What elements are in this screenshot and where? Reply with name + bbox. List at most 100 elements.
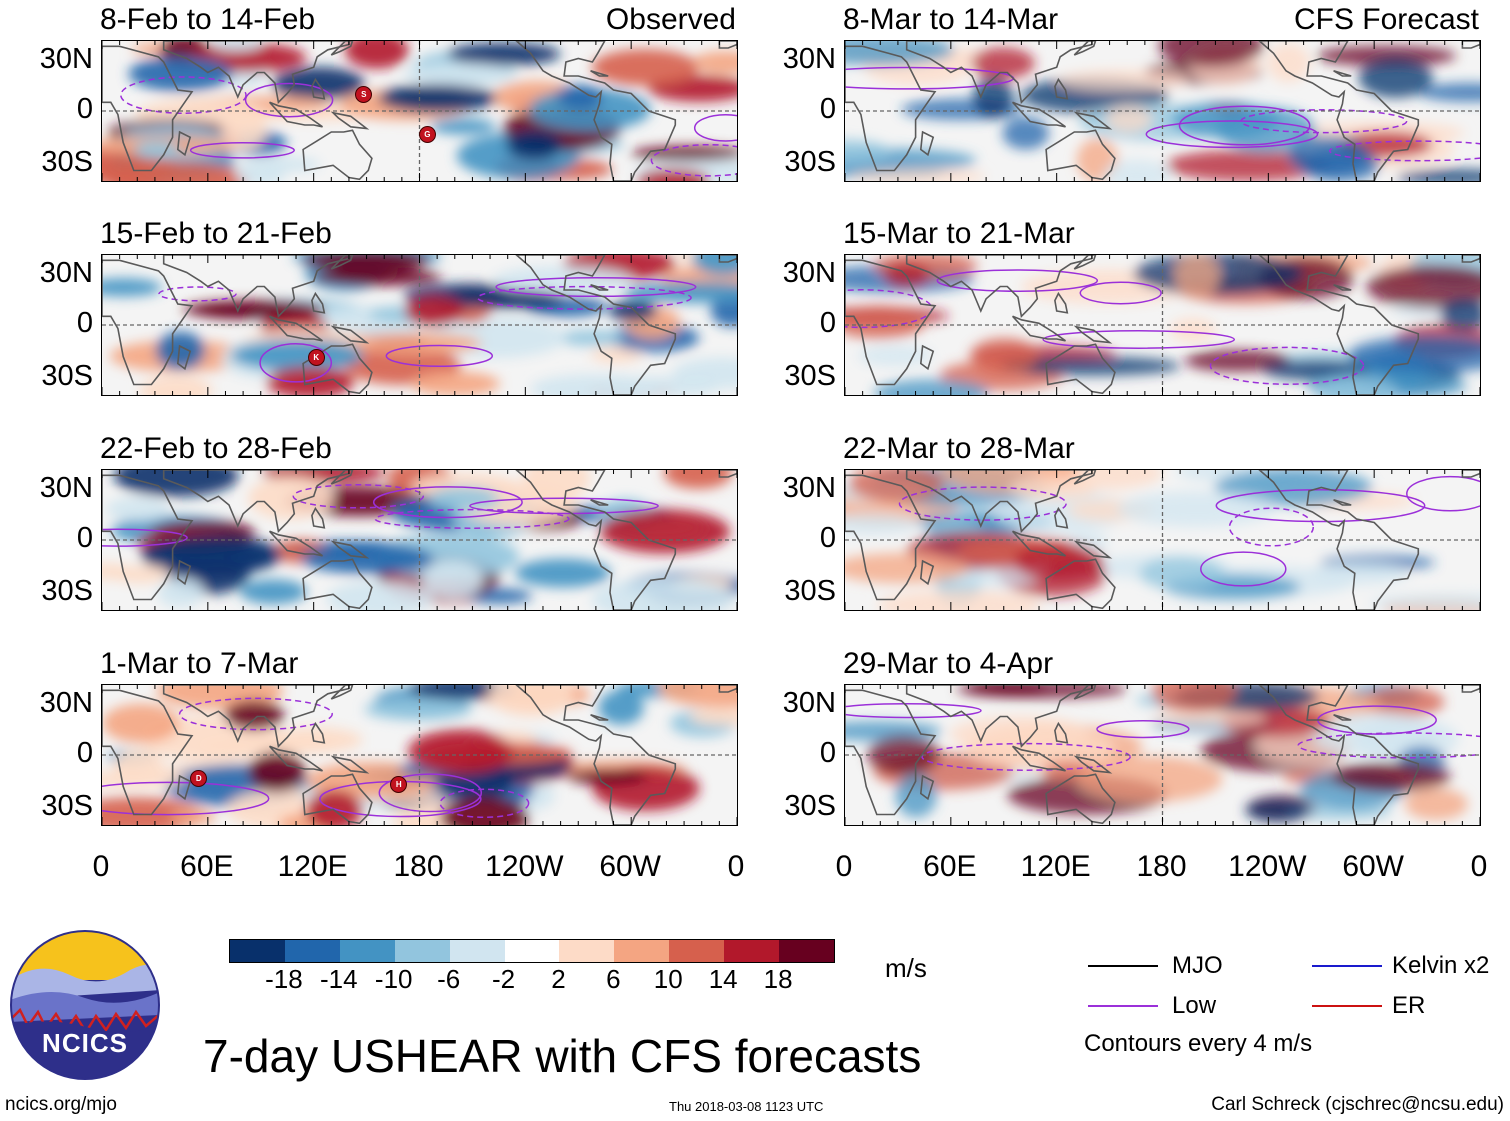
coastline — [590, 284, 609, 291]
shear-field — [845, 470, 1480, 610]
longitude-label: 120E — [1020, 850, 1091, 883]
coastline — [269, 101, 323, 128]
colorbar-swatch — [614, 940, 671, 962]
shear-anomaly-area — [591, 49, 699, 86]
coastline — [269, 530, 323, 557]
coastline — [176, 559, 192, 586]
shear-anomaly-area — [688, 708, 737, 726]
coastline — [102, 259, 194, 386]
shear-anomaly-area — [514, 558, 611, 588]
latitude-label: 0 — [76, 93, 93, 125]
coastline — [176, 774, 192, 801]
coastline — [515, 41, 677, 181]
shear-anomaly-area — [845, 513, 920, 536]
shear-field — [845, 685, 1480, 825]
shear-anomaly-area — [1170, 317, 1217, 342]
coastline — [590, 714, 609, 721]
latitude-label: 0 — [76, 522, 93, 554]
coastline — [590, 70, 609, 77]
legend-kelvin-line — [1312, 965, 1382, 967]
shear-anomaly-area — [488, 685, 574, 717]
shear-field — [102, 470, 737, 610]
coastline — [919, 130, 935, 157]
latitude-label: 30S — [784, 790, 836, 822]
coastline — [269, 315, 323, 342]
latitude-label: 30S — [41, 146, 93, 178]
shear-anomaly-area — [105, 497, 170, 522]
legend-contour-note: Contours every 4 m/s — [1084, 1030, 1313, 1057]
shear-field — [102, 41, 737, 181]
legend-low-line — [1088, 1005, 1158, 1007]
shear-anomaly-area — [447, 42, 561, 66]
shear-anomaly-area — [1152, 685, 1237, 713]
low-frequency-contour — [1079, 281, 1162, 305]
panel-title: 22-Feb to 28-Feb — [100, 432, 332, 465]
shear-anomaly-area — [636, 169, 711, 181]
shear-anomaly-area — [1013, 542, 1104, 581]
colorbar-tick-label: 18 — [763, 964, 793, 994]
coastline — [590, 499, 609, 506]
latitude-label: 30N — [39, 43, 93, 75]
footer-timestamp: Thu 2018-03-08 1123 UTC — [669, 1099, 824, 1114]
low-frequency-contour — [693, 114, 737, 142]
shear-anomaly-area — [408, 729, 514, 775]
panel-title: 15-Feb to 21-Feb — [100, 217, 332, 250]
shear-map — [844, 684, 1481, 826]
low-frequency-contour — [1200, 551, 1287, 587]
low-frequency-contour — [476, 285, 692, 310]
low-frequency-contour — [845, 702, 982, 719]
longitude-label: 0 — [727, 850, 745, 883]
longitude-label: 60E — [923, 850, 977, 883]
coastline — [311, 506, 326, 529]
latitude-label: 30N — [39, 472, 93, 504]
shear-anomaly-area — [1369, 593, 1480, 610]
latitude-label: 30S — [784, 360, 836, 392]
coastline — [330, 685, 354, 700]
panel-source-tag: CFS Forecast — [1293, 3, 1479, 36]
panel-title: 29-Mar to 4-Apr — [843, 647, 1054, 680]
panel-source-tag: Observed — [605, 3, 736, 36]
longitude-label: 180 — [393, 850, 444, 883]
shear-anomaly-area — [845, 41, 955, 66]
shear-field — [102, 255, 737, 395]
colorbar-swatch — [394, 940, 451, 962]
latitude-label: 30N — [782, 472, 836, 504]
shear-anomaly-area — [429, 118, 496, 135]
low-frequency-contour — [244, 82, 334, 118]
low-frequency-contour — [259, 342, 333, 383]
coastline — [102, 45, 194, 172]
coastline — [302, 129, 373, 181]
coastline — [515, 470, 677, 610]
shear-anomaly-area — [599, 509, 731, 554]
shear-anomaly-area — [845, 139, 891, 166]
shear-anomaly-area — [608, 300, 658, 322]
shear-anomaly-area — [1396, 169, 1480, 181]
colorbar-tick-label: -10 — [374, 964, 413, 994]
coastline — [269, 745, 323, 772]
legend-mjo-label: MJO — [1172, 952, 1223, 979]
coastline — [845, 45, 937, 172]
coastline — [1045, 129, 1116, 181]
shear-anomaly-area — [1332, 761, 1451, 792]
shear-anomaly-area — [1358, 57, 1433, 98]
coastline — [302, 773, 373, 825]
shear-map — [101, 469, 738, 611]
shear-anomaly-area — [672, 357, 737, 389]
coastline — [515, 255, 677, 395]
low-frequency-contour — [1328, 140, 1480, 162]
low-frequency-contour — [120, 76, 247, 114]
low-frequency-contour — [921, 742, 1131, 771]
low-frequency-contour — [1178, 105, 1311, 146]
coastline — [515, 685, 677, 825]
coastline — [1012, 530, 1066, 557]
footer-url[interactable]: ncics.org/mjo — [5, 1094, 117, 1115]
coastline — [1333, 70, 1352, 77]
coastline — [1073, 470, 1097, 485]
coastline — [1258, 41, 1420, 181]
shear-anomaly-area — [658, 685, 737, 708]
shear-anomaly-area — [567, 769, 648, 785]
coastline — [1045, 558, 1116, 610]
shear-anomaly-area — [1404, 788, 1468, 820]
colorbar-tick-label: -14 — [320, 964, 358, 994]
low-frequency-contour — [158, 286, 237, 302]
